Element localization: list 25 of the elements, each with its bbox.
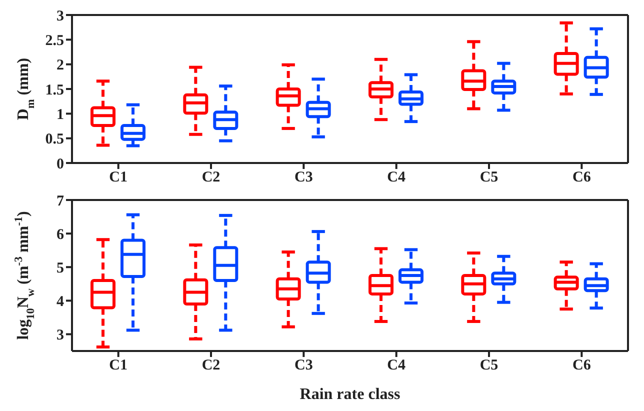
x-tick-label: C5 <box>480 170 498 186</box>
x-tick-label: C2 <box>202 358 220 374</box>
y-tick-label: 4 <box>56 294 64 310</box>
y-tick-label: 3 <box>56 328 64 344</box>
x-tick-label: C3 <box>294 358 313 374</box>
y-tick-label: 7 <box>56 193 64 210</box>
y-tick-label: 0.5 <box>45 132 64 148</box>
y-tick-label: 1 <box>56 106 64 123</box>
y-tick-label: 0 <box>56 156 64 172</box>
x-tick-label: C5 <box>480 358 498 374</box>
x-tick-label: C2 <box>202 170 220 186</box>
x-tick-label: C4 <box>387 358 406 374</box>
y-tick-label: 2 <box>56 58 64 74</box>
x-tick-label: C4 <box>387 170 406 186</box>
y-tick-label: 2.5 <box>45 32 64 49</box>
x-tick-label: C6 <box>572 170 592 186</box>
x-tick-label: C3 <box>294 170 313 186</box>
y-tick-label: 5 <box>56 260 64 276</box>
y-tick-label: 3 <box>56 8 64 24</box>
y-tick-label: 1.5 <box>45 82 64 98</box>
x-tick-label: C1 <box>109 170 128 186</box>
x-axis-title: Rain rate class <box>300 386 400 403</box>
y-tick-label: 6 <box>56 226 64 243</box>
x-tick-label: C1 <box>109 358 128 374</box>
x-tick-label: C6 <box>572 358 592 374</box>
